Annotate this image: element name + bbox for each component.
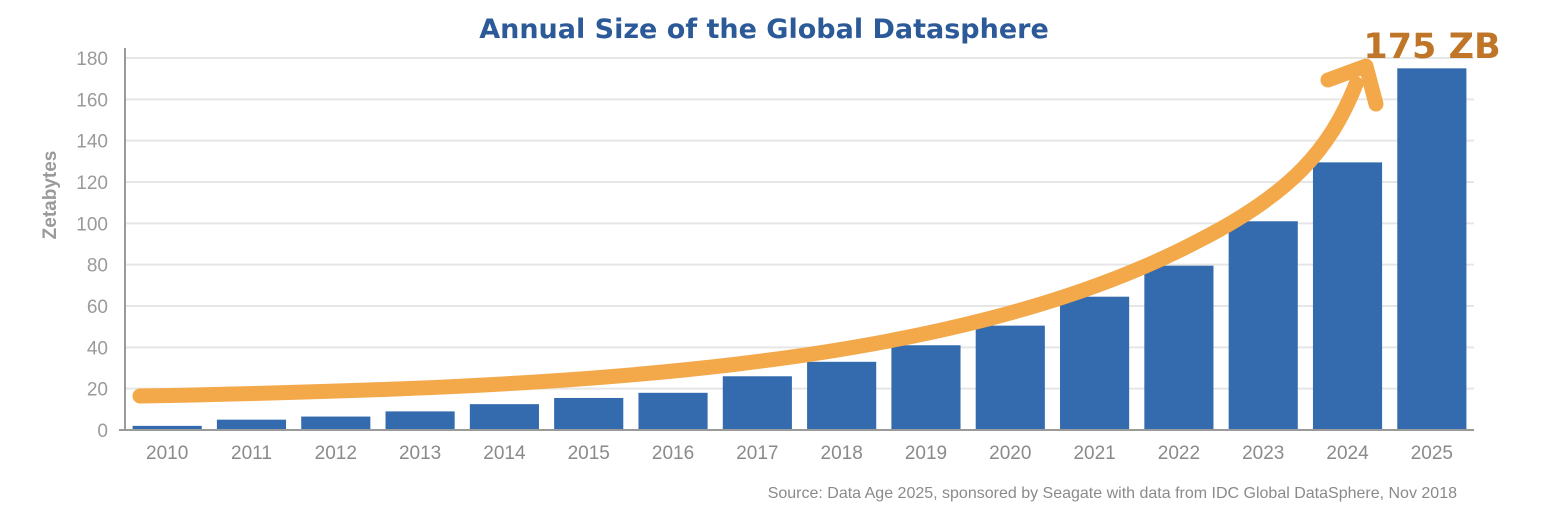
bar-2025 xyxy=(1397,68,1467,430)
y-tick-label: 0 xyxy=(97,421,108,442)
bar-2022 xyxy=(1144,265,1214,430)
annotation-175zb: 175 ZB xyxy=(1363,27,1500,67)
bar-2014 xyxy=(469,404,539,430)
x-tick-label: 2011 xyxy=(231,443,272,464)
bar-2018 xyxy=(807,361,877,430)
y-tick-label: 120 xyxy=(76,173,108,194)
x-tick-label: 2018 xyxy=(821,443,863,464)
bar-2015 xyxy=(554,397,624,430)
bar-2020 xyxy=(975,325,1045,430)
x-tick-label: 2017 xyxy=(736,443,778,464)
arrow-curve xyxy=(132,76,1364,404)
x-tick-label: 2013 xyxy=(399,443,441,464)
bar-2011 xyxy=(216,419,287,430)
growth-arrow xyxy=(132,58,1384,404)
gridlines xyxy=(125,57,1474,390)
chart-title: Annual Size of the Global Datasphere xyxy=(479,14,1049,45)
bars xyxy=(132,68,1467,430)
y-axis-label: Zetabytes xyxy=(40,151,61,240)
bar-2016 xyxy=(638,392,708,430)
bar-2023 xyxy=(1228,221,1298,430)
bar-2019 xyxy=(891,345,961,430)
bar-2024 xyxy=(1312,162,1383,430)
x-tick-label: 2025 xyxy=(1411,443,1453,464)
bar-2010 xyxy=(132,425,202,430)
arrow-head xyxy=(1320,58,1384,112)
y-tick-label: 140 xyxy=(76,132,108,153)
x-tick-label: 2012 xyxy=(315,443,357,464)
y-tick-label: 60 xyxy=(87,297,108,318)
x-tick-label: 2020 xyxy=(989,443,1031,464)
y-tick-labels: 0 20 40 60 80 100 120 140 160 180 xyxy=(76,49,108,442)
bar-2017 xyxy=(722,376,792,430)
x-tick-label: 2010 xyxy=(146,443,188,464)
bar-2013 xyxy=(385,411,455,430)
bar-2012 xyxy=(301,416,371,430)
y-tick-label: 40 xyxy=(87,338,108,359)
y-tick-label: 160 xyxy=(76,90,108,111)
x-tick-label: 2021 xyxy=(1073,443,1115,464)
x-tick-label: 2015 xyxy=(568,443,610,464)
x-tick-labels: 2010 2011 2012 2013 2014 2015 2016 2017 2018 2019… xyxy=(146,443,1453,464)
source-note: Source: Data Age 2025, sponsored by Seag… xyxy=(768,485,1457,502)
x-tick-label: 2023 xyxy=(1242,443,1284,464)
x-tick-label: 2014 xyxy=(483,443,526,464)
axes xyxy=(119,48,1474,431)
y-tick-label: 100 xyxy=(76,214,108,235)
x-tick-label: 2022 xyxy=(1158,443,1200,464)
y-tick-label: 180 xyxy=(76,49,108,70)
y-tick-label: 20 xyxy=(87,380,108,401)
x-tick-label: 2019 xyxy=(905,443,947,464)
bar-2021 xyxy=(1060,296,1130,430)
y-tick-label: 80 xyxy=(87,256,108,277)
x-tick-label: 2016 xyxy=(652,443,694,464)
x-tick-label: 2024 xyxy=(1326,443,1369,464)
